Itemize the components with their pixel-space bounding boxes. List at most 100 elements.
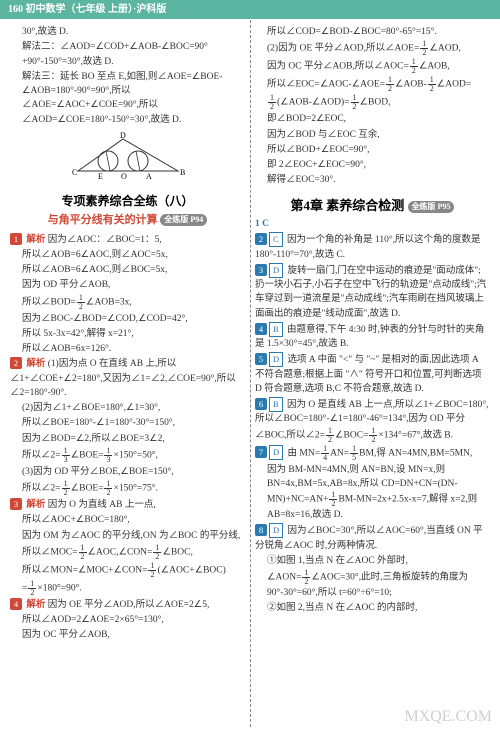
page-header: 160 初中数学（七年级 上册）·沪科版 bbox=[0, 0, 500, 19]
text: 因为 O 为直线 AB 上一点, bbox=[48, 500, 156, 510]
answer-label: 解析 bbox=[26, 600, 45, 610]
sub-title-text: 与角平分线有关的计算 bbox=[48, 214, 158, 226]
text: 所以∠BOD=12∠AOB=3x, bbox=[10, 294, 245, 311]
text: 旋转一扇门,门在空中运动的痕迹是"面动成体";扔一块小石子,小石子在空中飞行的轨… bbox=[255, 266, 486, 319]
text: 所以∠AOB=6x=126°. bbox=[10, 342, 245, 356]
q: 7D 由 MN=14AN=15BM,得 AN=4MN,BM=5MN, bbox=[255, 445, 490, 462]
text: 因为 OC 平分∠AOB,所以∠AOC=12∠AOB, bbox=[255, 58, 490, 75]
svg-text:O: O bbox=[121, 172, 127, 181]
question-number: 8 bbox=[255, 524, 267, 536]
text: 因为∠AOC：∠BOC=1：5, bbox=[48, 235, 162, 245]
q: 4B 由题意得,下午 4:30 时,钟表的分针与时针的夹角是 1.5×30°=4… bbox=[255, 322, 490, 352]
page-badge: 全练版 P94 bbox=[160, 214, 207, 226]
text: 因为 BM-MN=4MN,则 AN=BN,设 MN=x,则 BN=4x,BM=5… bbox=[255, 463, 490, 523]
text: 所以∠AOB=6∠AOC,则∠AOC=5x, bbox=[10, 248, 245, 262]
answer-badge: D bbox=[269, 523, 283, 538]
question-number: 2 bbox=[255, 233, 267, 245]
chapter-title: 第4章 素养综合检测 全练版 P95 bbox=[255, 196, 490, 216]
page-badge: 全练版 P95 bbox=[408, 201, 455, 213]
text: ①如图 1,当点 N 在∠AOC 外部时, bbox=[255, 554, 490, 568]
text: (2)因为∠1+∠BOE=180°,∠1=30°, bbox=[10, 401, 245, 415]
column-divider bbox=[250, 20, 251, 727]
chapter-text: 第4章 素养综合检测 bbox=[291, 198, 405, 213]
answer-badge: D bbox=[269, 352, 283, 367]
text: 所以∠COD=∠BOD-∠BOC=80°-65°=15°. bbox=[255, 25, 490, 39]
answer-label: 解析 bbox=[26, 235, 45, 245]
answer-badge: D bbox=[269, 263, 283, 278]
text: ②如图 2,当点 N 在∠AOC 的内部时, bbox=[255, 601, 490, 615]
text: 因为 OD 平分∠AOB, bbox=[10, 278, 245, 292]
text: 所以∠BOE=180°-∠1=180°-30°=150°, bbox=[10, 416, 245, 430]
q: 5D 选项 A 中面 "<" 与 "~" 是相对的面,因此选项 A 不符合题意;… bbox=[255, 352, 490, 396]
text: 30°,故选 D. bbox=[10, 25, 245, 39]
svg-text:D: D bbox=[120, 131, 126, 140]
question-number: 3 bbox=[10, 498, 22, 510]
text: 即∠BOD=2∠EOC, bbox=[255, 112, 490, 126]
q: 8D 因为∠BOC=30°,所以∠AOC=60°,当直线 ON 平分锐角∠AOC… bbox=[255, 523, 490, 553]
text: 因为∠BOC-∠BOD=∠COD,∠COD=42°, bbox=[10, 312, 245, 326]
q1: 1 解析 因为∠AOC：∠BOC=1：5, bbox=[10, 233, 245, 247]
text: 即 2∠EOC+∠EOC=90°, bbox=[255, 158, 490, 172]
text: (3)因为 OD 平分∠BOE,∠BOE=150°, bbox=[10, 465, 245, 479]
question-number: 5 bbox=[255, 353, 267, 365]
answer-badge: D bbox=[269, 445, 283, 460]
text: =12×180°=90°. bbox=[10, 580, 245, 597]
text: 所以∠MOC=12∠AOC,∠CON=12∠BOC, bbox=[10, 544, 245, 561]
q3: 3 解析 因为 O 为直线 AB 上一点, bbox=[10, 498, 245, 512]
text: (2)因为 OE 平分∠AOD,所以∠AOE=12∠AOD, bbox=[255, 40, 490, 57]
text: 由题意得,下午 4:30 时,钟表的分针与时针的夹角是 1.5×30°=45°,… bbox=[255, 325, 484, 349]
text: 所以∠AOB=6∠AOC,则∠BOC=5x, bbox=[10, 263, 245, 277]
text: 因为∠BOD=∠2,所以∠BOE=3∠2, bbox=[10, 432, 245, 446]
content-wrapper: 30°,故选 D. 解法二：∠AOD=∠COD+∠AOB-∠BOC=90°+90… bbox=[0, 19, 500, 650]
text: 解法二：∠AOD=∠COD+∠AOB-∠BOC=90°+90°-150°=30°… bbox=[10, 40, 245, 69]
text: 由 MN= bbox=[288, 448, 321, 458]
question-number: 7 bbox=[255, 446, 267, 458]
answer-badge: B bbox=[269, 322, 283, 337]
text: 因为 OM 为∠AOC 的平分线,ON 为∠BOC 的平分线, bbox=[10, 529, 245, 543]
question-number: 2 bbox=[10, 357, 22, 369]
q: 2C 因为一个角的补角是 110°,所以这个角的度数是 180°-110°=70… bbox=[255, 232, 490, 262]
answer-row: 1 C bbox=[255, 217, 490, 231]
q: 3D 旋转一扇门,门在空中运动的痕迹是"面动成体";扔一块小石子,小石子在空中飞… bbox=[255, 263, 490, 321]
question-number: 4 bbox=[255, 323, 267, 335]
text: 因为 OE 平分∠AOD,所以∠AOE=2∠5, bbox=[48, 600, 210, 610]
text: 解得∠EOC=30°. bbox=[255, 173, 490, 187]
text: 所以∠BOD+∠EOC=90°, bbox=[255, 143, 490, 157]
svg-text:B: B bbox=[180, 168, 185, 177]
q: 6B 因为 O 是直线 AB 上一点,所以∠1+∠BOC=180°,所以∠BOC… bbox=[255, 397, 490, 444]
answer-label: 解析 bbox=[26, 500, 45, 510]
right-column: 所以∠COD=∠BOD-∠BOC=80°-65°=15°. (2)因为 OE 平… bbox=[255, 25, 490, 644]
answer-label: 解析 bbox=[26, 359, 45, 369]
text: 因为 OC 平分∠AOB, bbox=[10, 628, 245, 642]
answer-badge: B bbox=[269, 397, 283, 412]
text: 所以∠2=13∠BOE=13×150°=50°, bbox=[10, 447, 245, 464]
section-title: 专项素养综合全练（八） bbox=[10, 192, 245, 210]
left-column: 30°,故选 D. 解法二：∠AOD=∠COD+∠AOB-∠BOC=90°+90… bbox=[10, 25, 245, 644]
text: 所以∠MON=∠MOC+∠CON=12(∠AOC+∠BOC) bbox=[10, 562, 245, 579]
question-number: 6 bbox=[255, 398, 267, 410]
text: 所以∠EOC=∠AOC-∠AOE=12∠AOB-12∠AOD= bbox=[255, 76, 490, 93]
text: 12(∠AOB-∠AOD)=12∠BOD, bbox=[255, 94, 490, 111]
q2: 2 解析 (1)因为点 O 在直线 AB 上,所以∠1+∠COE+∠2=180°… bbox=[10, 357, 245, 400]
text: 选项 A 中面 "<" 与 "~" 是相对的面,因此选项 A 不符合题意;根据上… bbox=[255, 355, 482, 394]
text: 因为∠BOD 与∠EOC 互余, bbox=[255, 128, 490, 142]
text: ∠AON=12∠AOC=30°,此时,三角板旋转的角度为 90°-30°=60°… bbox=[255, 569, 490, 600]
svg-text:C: C bbox=[72, 168, 77, 177]
text: 所以∠AOC+∠BOC=180°, bbox=[10, 513, 245, 527]
text: 所以∠2=12∠BOE=12×150°=75°. bbox=[10, 480, 245, 497]
text: 所以 5x-3x=42°,解得 x=21°, bbox=[10, 327, 245, 341]
question-number: 4 bbox=[10, 598, 22, 610]
q4: 4 解析 因为 OE 平分∠AOD,所以∠AOE=2∠5, bbox=[10, 598, 245, 612]
text: 所以∠AOD=2∠AOE=2×65°=130°, bbox=[10, 613, 245, 627]
text: 因为一个角的补角是 110°,所以这个角的度数是 180°-110°=70°,故… bbox=[255, 235, 481, 259]
svg-text:E: E bbox=[98, 172, 103, 181]
svg-text:A: A bbox=[146, 172, 152, 181]
answer-badge: C bbox=[269, 232, 283, 247]
sub-title: 与角平分线有关的计算 全练版 P94 bbox=[10, 212, 245, 229]
question-number: 3 bbox=[255, 264, 267, 276]
text: 解法三：延长 BO 至点 E,如图,则∠AOE=∠BOE-∠AOB=180°-9… bbox=[10, 70, 245, 127]
geometry-diagram: C B D O E A bbox=[10, 131, 245, 186]
question-number: 1 bbox=[10, 233, 22, 245]
text: 因为∠BOC=30°,所以∠AOC=60°,当直线 ON 平分锐角∠AOC 时,… bbox=[255, 526, 483, 550]
watermark: MXQE.COM bbox=[404, 705, 492, 729]
